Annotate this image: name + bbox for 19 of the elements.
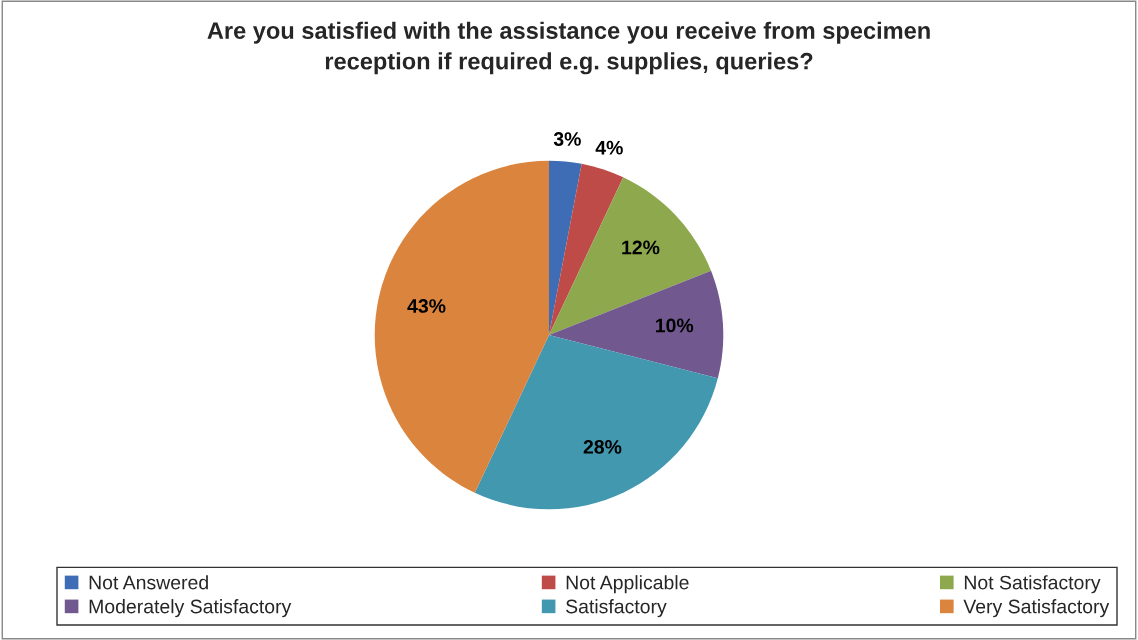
pie-slice: [549, 270, 724, 379]
pie-slice: [549, 163, 624, 335]
legend-label: Moderately Satisfactory: [89, 599, 292, 618]
legend-label: Not Satisfactory: [964, 575, 1101, 594]
data-label: 10%: [656, 318, 694, 333]
pie-slice: [374, 160, 549, 493]
legend-label: Not Applicable: [566, 575, 689, 594]
data-label: 3%: [553, 132, 581, 146]
chart-title: Are you satisfied with the assistance you receive from specimen reception if required e.g. supplies, queries?: [207, 21, 930, 75]
pie-slice: [474, 335, 718, 510]
data-label: 4%: [595, 140, 623, 155]
pie-slice: [549, 177, 712, 335]
data-label: 28%: [583, 439, 622, 454]
data-label: 12%: [622, 240, 660, 255]
data-label: 43%: [407, 299, 446, 313]
legend-label: Very Satisfactory: [963, 599, 1110, 618]
pie-slice: [549, 160, 582, 335]
legend-label: Not Answered: [89, 575, 208, 590]
legend-label: Satisfactory: [566, 599, 667, 618]
